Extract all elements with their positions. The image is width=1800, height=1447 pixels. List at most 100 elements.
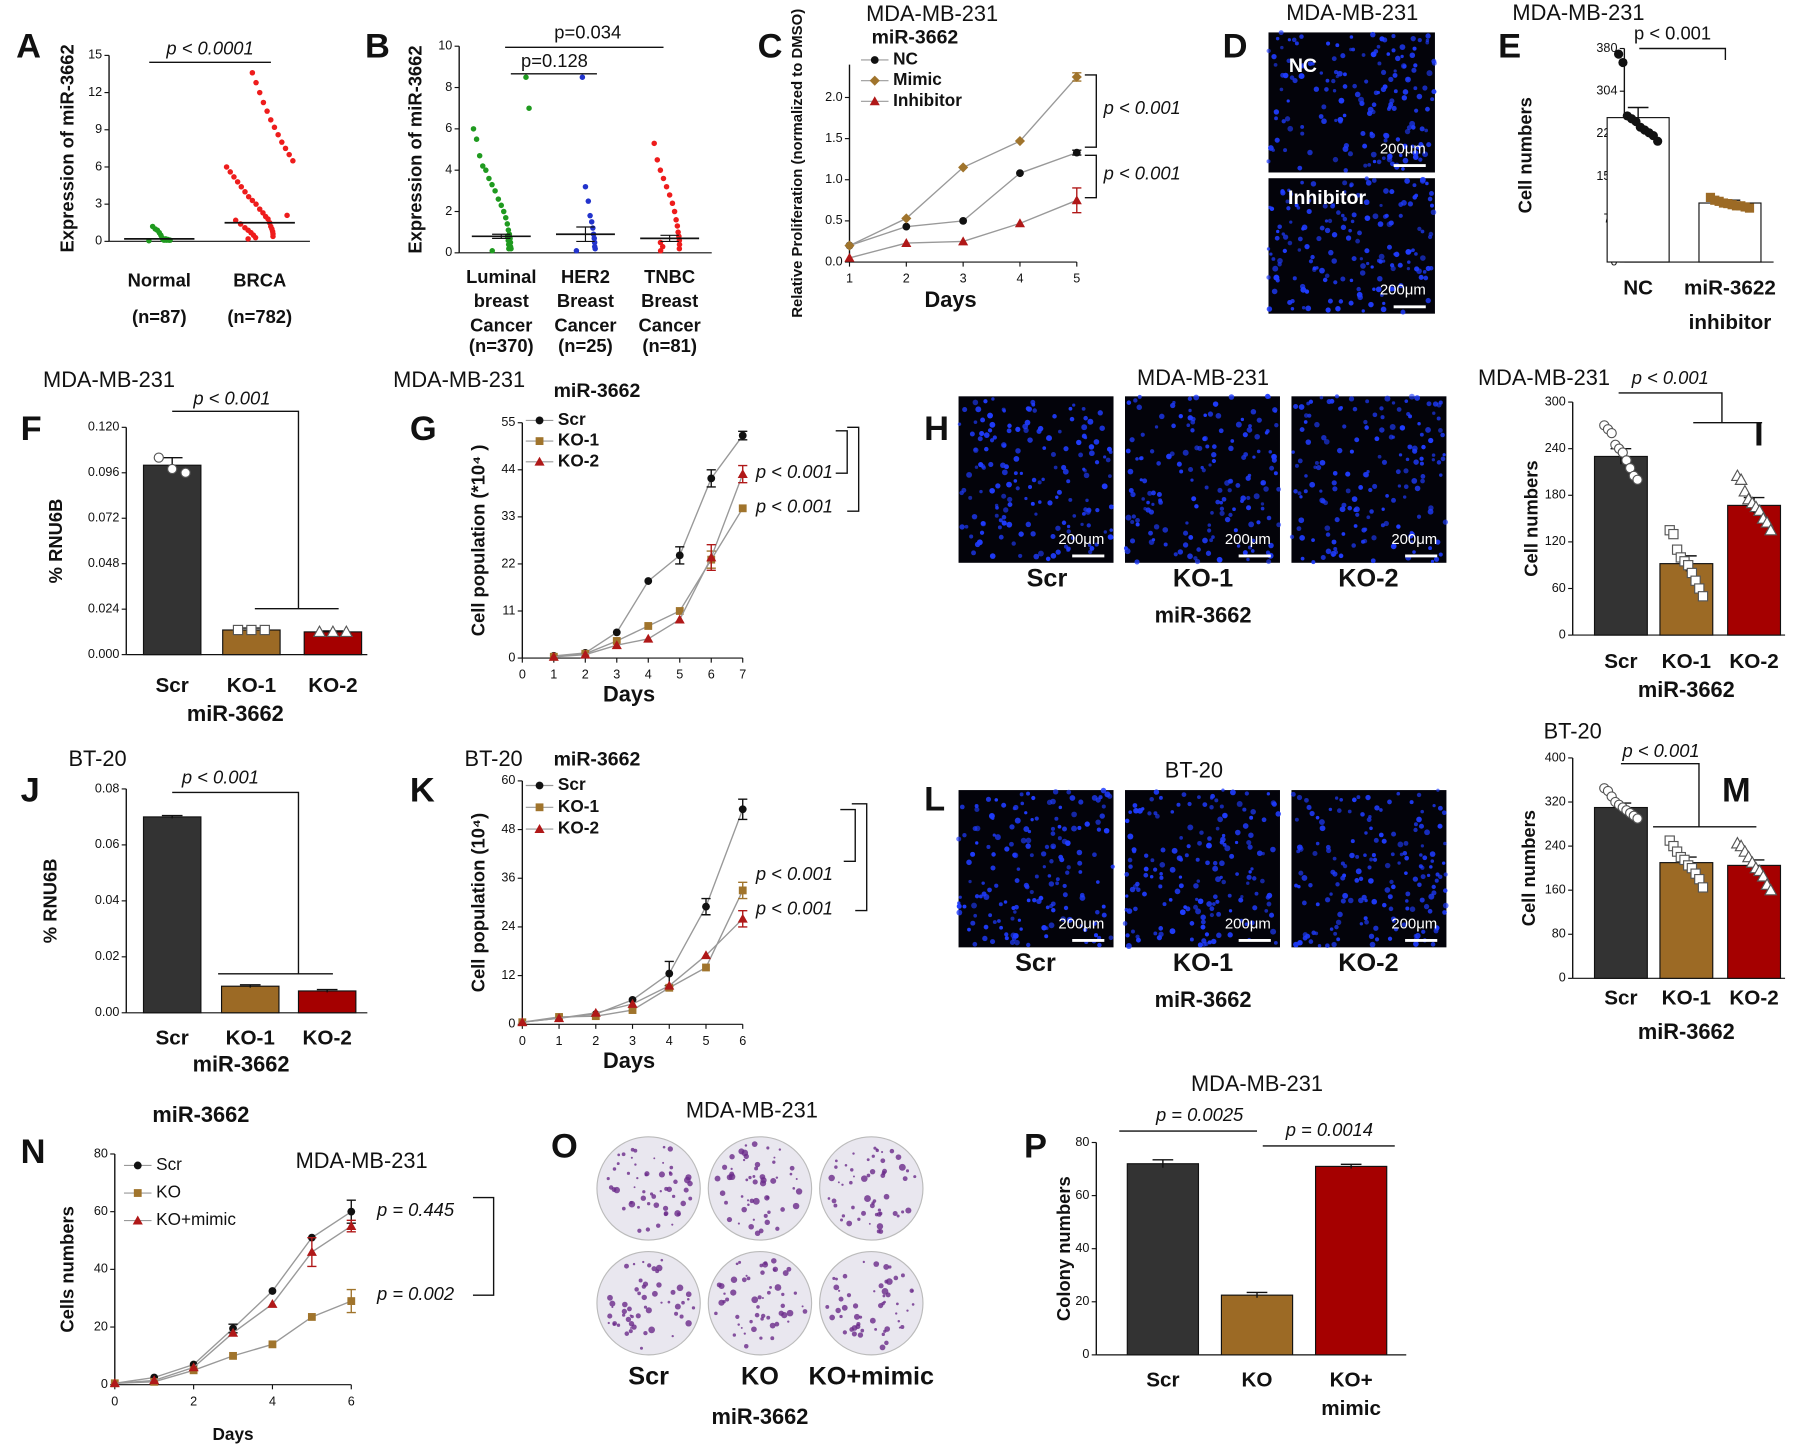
cell-nucleus [1076, 439, 1082, 446]
cell-nucleus [1401, 95, 1408, 101]
y-tick-label: 80 [1075, 1135, 1089, 1149]
colony [869, 1317, 876, 1324]
cell-nucleus [1429, 851, 1436, 857]
colony [851, 1205, 855, 1210]
cell-nucleus [1357, 230, 1362, 236]
data-point [149, 223, 156, 230]
cell-nucleus [1368, 301, 1374, 308]
cell-nucleus [1217, 487, 1223, 493]
cell-nucleus [1309, 481, 1316, 488]
colony [729, 1171, 735, 1177]
colony [617, 1153, 621, 1157]
cell-nucleus [1324, 227, 1331, 234]
cell-nucleus [1432, 411, 1436, 415]
cell-nucleus [1087, 418, 1094, 425]
colony [744, 1344, 749, 1349]
cell-nucleus [1277, 258, 1283, 264]
cell-nucleus [1334, 118, 1338, 123]
cell-nucleus [1269, 206, 1275, 212]
cell-nucleus [1409, 530, 1414, 535]
cell-nucleus [1219, 500, 1224, 505]
data-point [234, 179, 241, 185]
cell-nucleus [1079, 895, 1086, 901]
cell-nucleus [1002, 409, 1006, 413]
cell-nucleus [974, 804, 979, 808]
cell-nucleus [1063, 905, 1069, 911]
cell-nucleus [1193, 904, 1198, 910]
cell-nucleus [1148, 530, 1153, 536]
bar [1593, 806, 1648, 979]
y-tick-label: 40 [1075, 1241, 1089, 1255]
colony [621, 1152, 626, 1157]
cell-nucleus [1206, 842, 1212, 849]
cell-nucleus [1068, 406, 1073, 411]
cell-nucleus [1349, 47, 1353, 52]
colony [677, 1212, 681, 1216]
cell-nucleus [1420, 229, 1425, 234]
cell-nucleus [1050, 831, 1056, 836]
data-point [737, 913, 748, 923]
colony [834, 1159, 838, 1163]
data-point [180, 467, 191, 478]
data-point [657, 239, 664, 246]
cell-nucleus [1247, 545, 1252, 550]
count-label: (n=81) [642, 335, 697, 356]
cell-nucleus [1142, 478, 1148, 484]
cell-nucleus [1416, 268, 1422, 275]
cell-nucleus [1146, 500, 1150, 505]
y-tick-label: 0 [445, 245, 452, 259]
cell-nucleus [1370, 151, 1377, 158]
cell-nucleus [1263, 486, 1269, 492]
cell-nucleus [1354, 437, 1360, 443]
colony [671, 1194, 676, 1199]
cell-nucleus [987, 428, 993, 433]
cell-nucleus [1289, 220, 1293, 224]
cell-nucleus [1158, 931, 1164, 937]
cell-nucleus [1323, 438, 1330, 445]
cell-nucleus [1298, 517, 1305, 524]
cell-nucleus [1371, 102, 1377, 108]
cell-nucleus [1286, 99, 1290, 103]
cell-nucleus [1195, 857, 1200, 862]
colony [611, 1306, 614, 1309]
cell-nucleus [972, 399, 979, 406]
error-bar [239, 984, 261, 988]
cell-nucleus [1066, 865, 1071, 870]
cell-nucleus [1331, 480, 1337, 486]
colony [834, 1165, 838, 1169]
cell-nucleus [989, 553, 996, 559]
colony [881, 1170, 886, 1176]
count-label: (n=87) [132, 306, 187, 327]
cell-nucleus [1301, 306, 1306, 310]
colony [751, 1296, 759, 1304]
cell-nucleus [1215, 826, 1220, 831]
cell-nucleus [1437, 823, 1443, 829]
cell-nucleus [1147, 811, 1152, 816]
cell-nucleus [1438, 400, 1443, 405]
x-tick-label: 2 [582, 668, 589, 682]
cell-nucleus [1441, 810, 1447, 816]
colony [761, 1297, 764, 1299]
legend-marker [534, 824, 545, 834]
colony [872, 1199, 877, 1203]
cell-nucleus [1342, 216, 1348, 222]
cell-nucleus [1051, 845, 1055, 849]
colony [874, 1212, 879, 1217]
colony [640, 1195, 647, 1201]
data-point [253, 79, 259, 86]
cell-nucleus [1412, 448, 1418, 454]
cell-nucleus [1342, 146, 1349, 152]
colony [837, 1181, 840, 1184]
data-point [1072, 148, 1081, 157]
cell-nucleus [1362, 143, 1368, 149]
cell-nucleus [1300, 556, 1305, 561]
cell-nucleus [1417, 226, 1422, 232]
panel-letter: N [21, 1133, 46, 1171]
cell-nucleus [1158, 926, 1164, 931]
cell-nucleus [1270, 846, 1276, 853]
cell-nucleus [1355, 512, 1360, 517]
cell-nucleus [1334, 924, 1339, 930]
cell-nucleus [1392, 287, 1397, 292]
cell-nucleus [1371, 178, 1377, 183]
colony [671, 1334, 674, 1338]
